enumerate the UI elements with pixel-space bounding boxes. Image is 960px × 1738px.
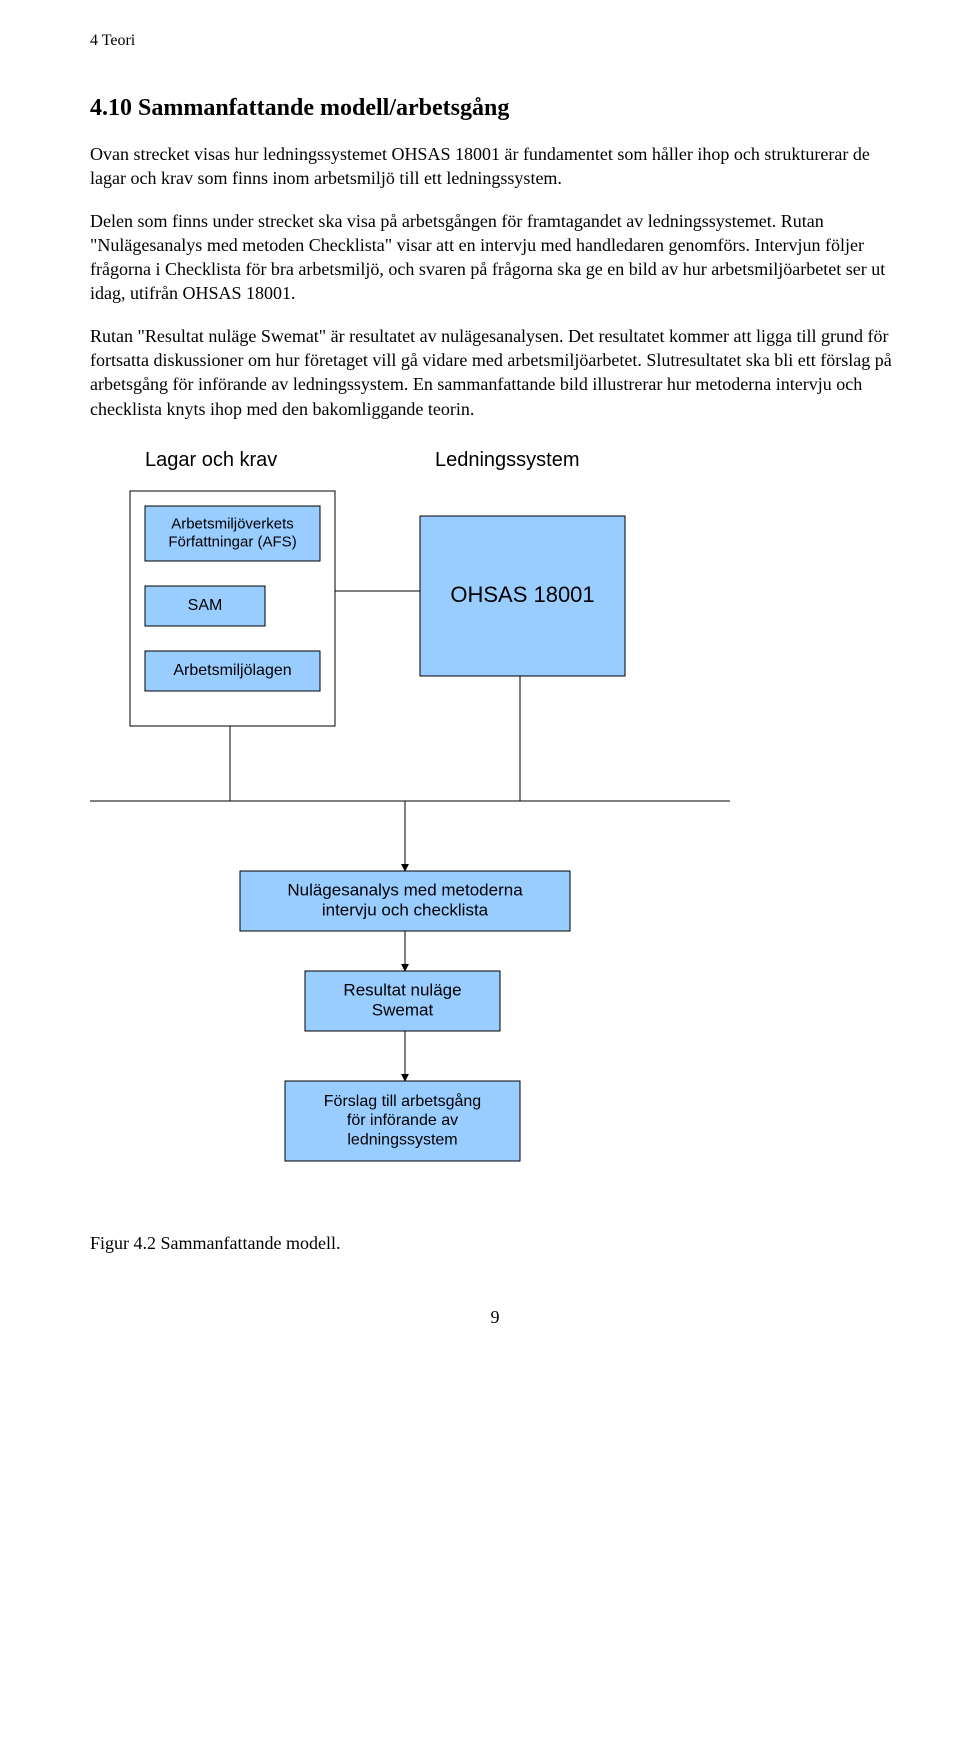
figure-caption: Figur 4.2 Sammanfattande modell. bbox=[90, 1231, 900, 1255]
paragraph-1: Ovan strecket visas hur ledningssystemet… bbox=[90, 142, 900, 191]
diagram-heading-h1: Lagar och krav bbox=[145, 449, 277, 471]
section-heading: 4.10 Sammanfattande modell/arbetsgång bbox=[90, 92, 900, 124]
diagram-heading-h2: Ledningssystem bbox=[435, 449, 580, 471]
node-label-n4-0: OHSAS 18001 bbox=[450, 582, 594, 607]
node-label-n1-1: Författningar (AFS) bbox=[168, 533, 296, 550]
model-diagram: ArbetsmiljöverketsFörfattningar (AFS) SAM… bbox=[90, 441, 900, 1211]
node-label-n7-0: Förslag till arbetsgång bbox=[324, 1092, 481, 1110]
node-label-n6-0: Resultat nuläge bbox=[343, 980, 461, 999]
node-label-n5-1: intervju och checklista bbox=[322, 901, 489, 920]
node-label-n3-0: Arbetsmiljölagen bbox=[173, 662, 291, 679]
node-label-n2-0: SAM bbox=[188, 597, 223, 614]
paragraph-2: Delen som finns under strecket ska visa … bbox=[90, 209, 900, 306]
node-label-n7-1: för införande av bbox=[347, 1112, 458, 1129]
node-label-n5-0: Nulägesanalys med metoderna bbox=[287, 880, 523, 899]
node-label-n6-1: Swemat bbox=[372, 1001, 434, 1020]
node-label-n1-0: Arbetsmiljöverkets bbox=[171, 515, 294, 532]
page-header: 4 Teori bbox=[90, 30, 900, 52]
node-label-n7-2: ledningssystem bbox=[347, 1131, 457, 1148]
page-number: 9 bbox=[90, 1305, 900, 1329]
paragraph-3: Rutan "Resultat nuläge Swemat" är result… bbox=[90, 324, 900, 421]
